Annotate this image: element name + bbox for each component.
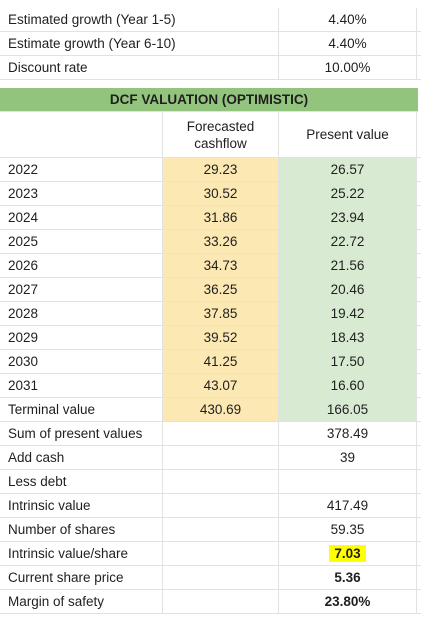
present-value-cell[interactable]: 16.60 [279, 374, 417, 397]
terminal-value-row[interactable]: Terminal value 430.69 166.05 [0, 398, 421, 422]
year-row[interactable]: 2027 36.25 20.46 [0, 278, 421, 302]
summary-value-cell[interactable]: 417.49 [279, 494, 417, 517]
year-row[interactable]: 2024 31.86 23.94 [0, 206, 421, 230]
year-label[interactable]: 2024 [0, 206, 163, 229]
summary-label[interactable]: Current share price [0, 566, 163, 589]
summary-value-cell[interactable]: 5.36 [279, 566, 417, 589]
forecast-cell[interactable]: 33.26 [163, 230, 279, 253]
forecast-cell[interactable]: 37.85 [163, 302, 279, 325]
terminal-present-cell[interactable]: 166.05 [279, 398, 417, 421]
summary-value-cell[interactable]: 59.35 [279, 518, 417, 541]
year-row[interactable]: 2028 37.85 19.42 [0, 302, 421, 326]
summary-empty-cell[interactable] [163, 494, 279, 517]
assumption-row[interactable]: Discount rate 10.00% [0, 56, 421, 80]
summary-row[interactable]: Margin of safety 23.80% [0, 590, 421, 614]
summary-value-text: 417.49 [326, 498, 369, 513]
present-value-cell[interactable]: 18.43 [279, 326, 417, 349]
year-label[interactable]: 2030 [0, 350, 163, 373]
summary-value-text: 5.36 [334, 570, 361, 585]
forecast-cell[interactable]: 41.25 [163, 350, 279, 373]
forecast-cell[interactable]: 34.73 [163, 254, 279, 277]
forecasted-cashflow-header[interactable]: Forecasted cashflow [163, 112, 279, 157]
summary-value-text: 23.80% [324, 594, 371, 609]
assumption-value[interactable]: 4.40% [279, 32, 417, 55]
year-label[interactable]: 2026 [0, 254, 163, 277]
summary-row[interactable]: Intrinsic value/share 7.03 [0, 542, 421, 566]
forecast-cell[interactable]: 31.86 [163, 206, 279, 229]
summary-label[interactable]: Add cash [0, 446, 163, 469]
column-header-row: Forecasted cashflow Present value [0, 112, 421, 158]
terminal-forecast-cell[interactable]: 430.69 [163, 398, 279, 421]
summary-row[interactable]: Sum of present values 378.49 [0, 422, 421, 446]
summary-label[interactable]: Margin of safety [0, 590, 163, 613]
assumption-row[interactable]: Estimate growth (Year 6-10) 4.40% [0, 32, 421, 56]
present-value-cell[interactable]: 19.42 [279, 302, 417, 325]
summary-value-cell[interactable]: 378.49 [279, 422, 417, 445]
year-label[interactable]: 2027 [0, 278, 163, 301]
present-value-header[interactable]: Present value [279, 112, 417, 157]
summary-label[interactable]: Intrinsic value/share [0, 542, 163, 565]
intrinsic-value-per-share-highlight: 7.03 [329, 545, 366, 562]
present-value-cell[interactable]: 17.50 [279, 350, 417, 373]
summary-label[interactable]: Intrinsic value [0, 494, 163, 517]
summary-value-text: 378.49 [326, 426, 369, 441]
present-value-cell[interactable]: 22.72 [279, 230, 417, 253]
summary-empty-cell[interactable] [163, 518, 279, 541]
present-value-cell[interactable]: 20.46 [279, 278, 417, 301]
assumption-row[interactable]: Estimated growth (Year 1-5) 4.40% [0, 8, 421, 32]
summary-row[interactable]: Current share price 5.36 [0, 566, 421, 590]
summary-empty-cell[interactable] [163, 542, 279, 565]
assumption-value[interactable]: 4.40% [279, 8, 417, 31]
section-title-band[interactable]: DCF VALUATION (OPTIMISTIC) [0, 88, 418, 112]
terminal-label[interactable]: Terminal value [0, 398, 163, 421]
year-row[interactable]: 2030 41.25 17.50 [0, 350, 421, 374]
summary-label[interactable]: Number of shares [0, 518, 163, 541]
year-row[interactable]: 2029 39.52 18.43 [0, 326, 421, 350]
forecast-cell[interactable]: 36.25 [163, 278, 279, 301]
year-label[interactable]: 2029 [0, 326, 163, 349]
year-label[interactable]: 2023 [0, 182, 163, 205]
year-label[interactable]: 2031 [0, 374, 163, 397]
year-row[interactable]: 2023 30.52 25.22 [0, 182, 421, 206]
forecast-cell[interactable]: 39.52 [163, 326, 279, 349]
year-row[interactable]: 2022 29.23 26.57 [0, 158, 421, 182]
summary-value-cell[interactable]: 7.03 [279, 542, 417, 565]
assumption-value[interactable]: 10.00% [279, 56, 417, 79]
assumption-label[interactable]: Discount rate [0, 56, 279, 79]
summary-row[interactable]: Less debt [0, 470, 421, 494]
present-value-cell[interactable]: 26.57 [279, 158, 417, 181]
empty-header-cell[interactable] [0, 112, 163, 157]
assumption-label[interactable]: Estimated growth (Year 1-5) [0, 8, 279, 31]
summary-empty-cell[interactable] [163, 446, 279, 469]
summary-value-cell[interactable] [279, 470, 417, 493]
year-label[interactable]: 2028 [0, 302, 163, 325]
forecast-cell[interactable]: 30.52 [163, 182, 279, 205]
year-row[interactable]: 2026 34.73 21.56 [0, 254, 421, 278]
summary-label[interactable]: Less debt [0, 470, 163, 493]
summary-empty-cell[interactable] [163, 590, 279, 613]
summary-empty-cell[interactable] [163, 422, 279, 445]
summary-value-cell[interactable]: 39 [279, 446, 417, 469]
assumption-label[interactable]: Estimate growth (Year 6-10) [0, 32, 279, 55]
summary-value-text: 39 [339, 450, 356, 465]
forecast-cell[interactable]: 43.07 [163, 374, 279, 397]
year-label[interactable]: 2025 [0, 230, 163, 253]
summary-value-text: 59.35 [330, 522, 365, 537]
summary-label[interactable]: Sum of present values [0, 422, 163, 445]
year-label[interactable]: 2022 [0, 158, 163, 181]
year-row[interactable]: 2025 33.26 22.72 [0, 230, 421, 254]
summary-row[interactable]: Number of shares 59.35 [0, 518, 421, 542]
forecast-cell[interactable]: 29.23 [163, 158, 279, 181]
present-value-cell[interactable]: 21.56 [279, 254, 417, 277]
summary-empty-cell[interactable] [163, 566, 279, 589]
present-value-cell[interactable]: 23.94 [279, 206, 417, 229]
summary-row[interactable]: Intrinsic value 417.49 [0, 494, 421, 518]
year-row[interactable]: 2031 43.07 16.60 [0, 374, 421, 398]
summary-row[interactable]: Add cash 39 [0, 446, 421, 470]
present-value-cell[interactable]: 25.22 [279, 182, 417, 205]
summary-empty-cell[interactable] [163, 470, 279, 493]
summary-value-cell[interactable]: 23.80% [279, 590, 417, 613]
